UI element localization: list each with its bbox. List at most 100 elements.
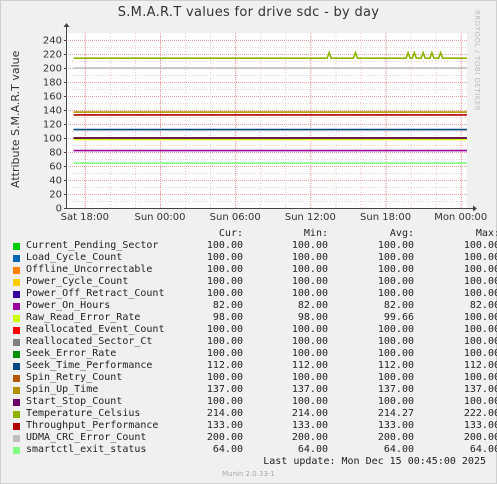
legend-avg-value: 100.00 <box>377 288 414 299</box>
legend-avg-value: 100.00 <box>377 348 414 359</box>
x-axis-arrow <box>473 205 477 212</box>
legend-min-value: 214.00 <box>291 408 328 419</box>
y-tick-label: 240 <box>43 36 62 47</box>
legend-label: Spin_Up_Time <box>26 384 99 395</box>
legend-max-value: 222.00 <box>463 408 497 419</box>
legend-cur-value: 100.00 <box>206 372 243 383</box>
legend-label: Seek_Error_Rate <box>26 348 117 359</box>
legend-cur-value: 100.00 <box>206 324 243 335</box>
legend-avg-value: 100.00 <box>377 372 414 383</box>
munin-version: Munin 2.0.33-1 <box>222 470 275 478</box>
legend-cur-value: 100.00 <box>206 336 243 347</box>
legend-cur-value: 100.00 <box>206 252 243 263</box>
legend-max-value: 82.00 <box>469 300 497 311</box>
legend-avg-value: 100.00 <box>377 252 414 263</box>
x-tick-label: Sun 18:00 <box>360 212 411 223</box>
legend-swatch <box>13 387 20 394</box>
legend-label: UDMA_CRC_Error_Count <box>26 432 147 443</box>
x-tick-label: Sun 12:00 <box>285 212 336 223</box>
x-tick-labels: Sat 18:00 Sun 00:00 Sun 06:00 Sun 12:00 Sun … <box>61 212 488 223</box>
legend-label: smartctl_exit_status <box>26 444 147 455</box>
last-update: Last update: Mon Dec 15 00:45:00 2025 <box>263 456 486 467</box>
legend-avg-value: 82.00 <box>383 300 414 311</box>
legend-cur-value: 100.00 <box>206 396 243 407</box>
legend-swatch <box>13 255 20 262</box>
legend-min-value: 98.00 <box>297 312 328 323</box>
legend-min-value: 100.00 <box>291 348 328 359</box>
legend-max-value: 100.00 <box>463 336 497 347</box>
legend-max-value: 100.00 <box>463 324 497 335</box>
legend-avg-value: 214.27 <box>377 408 414 419</box>
legend-swatch <box>13 327 20 334</box>
y-tick-label: 140 <box>43 106 62 117</box>
legend-max-value: 100.00 <box>463 288 497 299</box>
legend-swatch <box>13 411 20 418</box>
legend-swatch <box>13 315 20 322</box>
legend-max-value: 100.00 <box>463 240 497 251</box>
legend-avg-value: 100.00 <box>377 276 414 287</box>
axes <box>63 23 477 212</box>
legend-max-value: 64.00 <box>469 444 497 455</box>
legend-avg-value: 200.00 <box>377 432 414 443</box>
legend-avg-value: 100.00 <box>377 264 414 275</box>
y-tick-label: 40 <box>49 176 62 187</box>
legend-cur-value: 64.00 <box>212 444 243 455</box>
legend-swatch <box>13 399 20 406</box>
legend-max-value: 112.00 <box>463 360 497 371</box>
legend-label: Power_Off_Retract_Count <box>26 288 165 299</box>
legend-min-value: 100.00 <box>291 372 328 383</box>
legend-label: Temperature_Celsius <box>26 408 141 419</box>
legend-cur-value: 98.00 <box>212 312 243 323</box>
legend-max-value: 100.00 <box>463 252 497 263</box>
legend-cur-value: 100.00 <box>206 348 243 359</box>
legend-max-value: 200.00 <box>463 432 497 443</box>
legend-min-value: 100.00 <box>291 276 328 287</box>
y-tick-label: 200 <box>43 64 62 75</box>
legend-min-value: 100.00 <box>291 264 328 275</box>
legend-avg-value: 100.00 <box>377 396 414 407</box>
legend-min-value: 200.00 <box>291 432 328 443</box>
legend-swatch <box>13 351 20 358</box>
legend-label: Reallocated_Event_Count <box>26 324 165 335</box>
y-tick-label: 180 <box>43 78 62 89</box>
legend-min-value: 133.00 <box>291 420 328 431</box>
series-lines <box>73 50 467 164</box>
legend-cur-value: 112.00 <box>206 360 243 371</box>
legend-cur-value: 133.00 <box>206 420 243 431</box>
legend-swatch <box>13 423 20 430</box>
legend-min-value: 100.00 <box>291 252 328 263</box>
y-tick-label: 160 <box>43 92 62 103</box>
legend-label: Spin_Retry_Count <box>26 372 123 383</box>
y-tick-label: 0 <box>56 204 62 215</box>
legend-min-value: 100.00 <box>291 240 328 251</box>
legend-swatch <box>13 363 20 370</box>
x-tick-label: Sun 00:00 <box>134 212 185 223</box>
y-tick-label: 80 <box>49 148 62 159</box>
y-tick-labels: 0 20 40 60 80 100 120 140 160 180 200 220 240 <box>43 36 62 215</box>
x-tick-label: Sat 18:00 <box>61 212 109 223</box>
legend-max-value: 133.00 <box>463 420 497 431</box>
legend-label: Power_On_Hours <box>26 300 111 311</box>
x-tick-label: Mon 00:00 <box>434 212 487 223</box>
x-tick-label: Sun 06:00 <box>210 212 261 223</box>
legend-cur-value: 137.00 <box>206 384 243 395</box>
legend-max-value: 100.00 <box>463 396 497 407</box>
legend-label: Raw_Read_Error_Rate <box>26 312 141 323</box>
legend-swatch <box>13 375 20 382</box>
legend-label: Current_Pending_Sector <box>26 240 159 251</box>
y-axis-arrow <box>63 23 70 27</box>
legend-swatch <box>13 447 20 454</box>
legend-label: Seek_Time_Performance <box>26 360 153 371</box>
plot-area <box>66 33 467 208</box>
legend-max-value: 100.00 <box>463 276 497 287</box>
legend-avg-value: 100.00 <box>377 336 414 347</box>
legend-avg-value: 112.00 <box>377 360 414 371</box>
y-tick-label: 100 <box>43 134 62 145</box>
legend-swatch <box>13 243 20 250</box>
y-tick-label: 60 <box>49 162 62 173</box>
legend-cur-value: 100.00 <box>206 288 243 299</box>
y-tick-label: 220 <box>43 50 62 61</box>
legend-min-value: 100.00 <box>291 336 328 347</box>
legend-avg-value: 100.00 <box>377 324 414 335</box>
